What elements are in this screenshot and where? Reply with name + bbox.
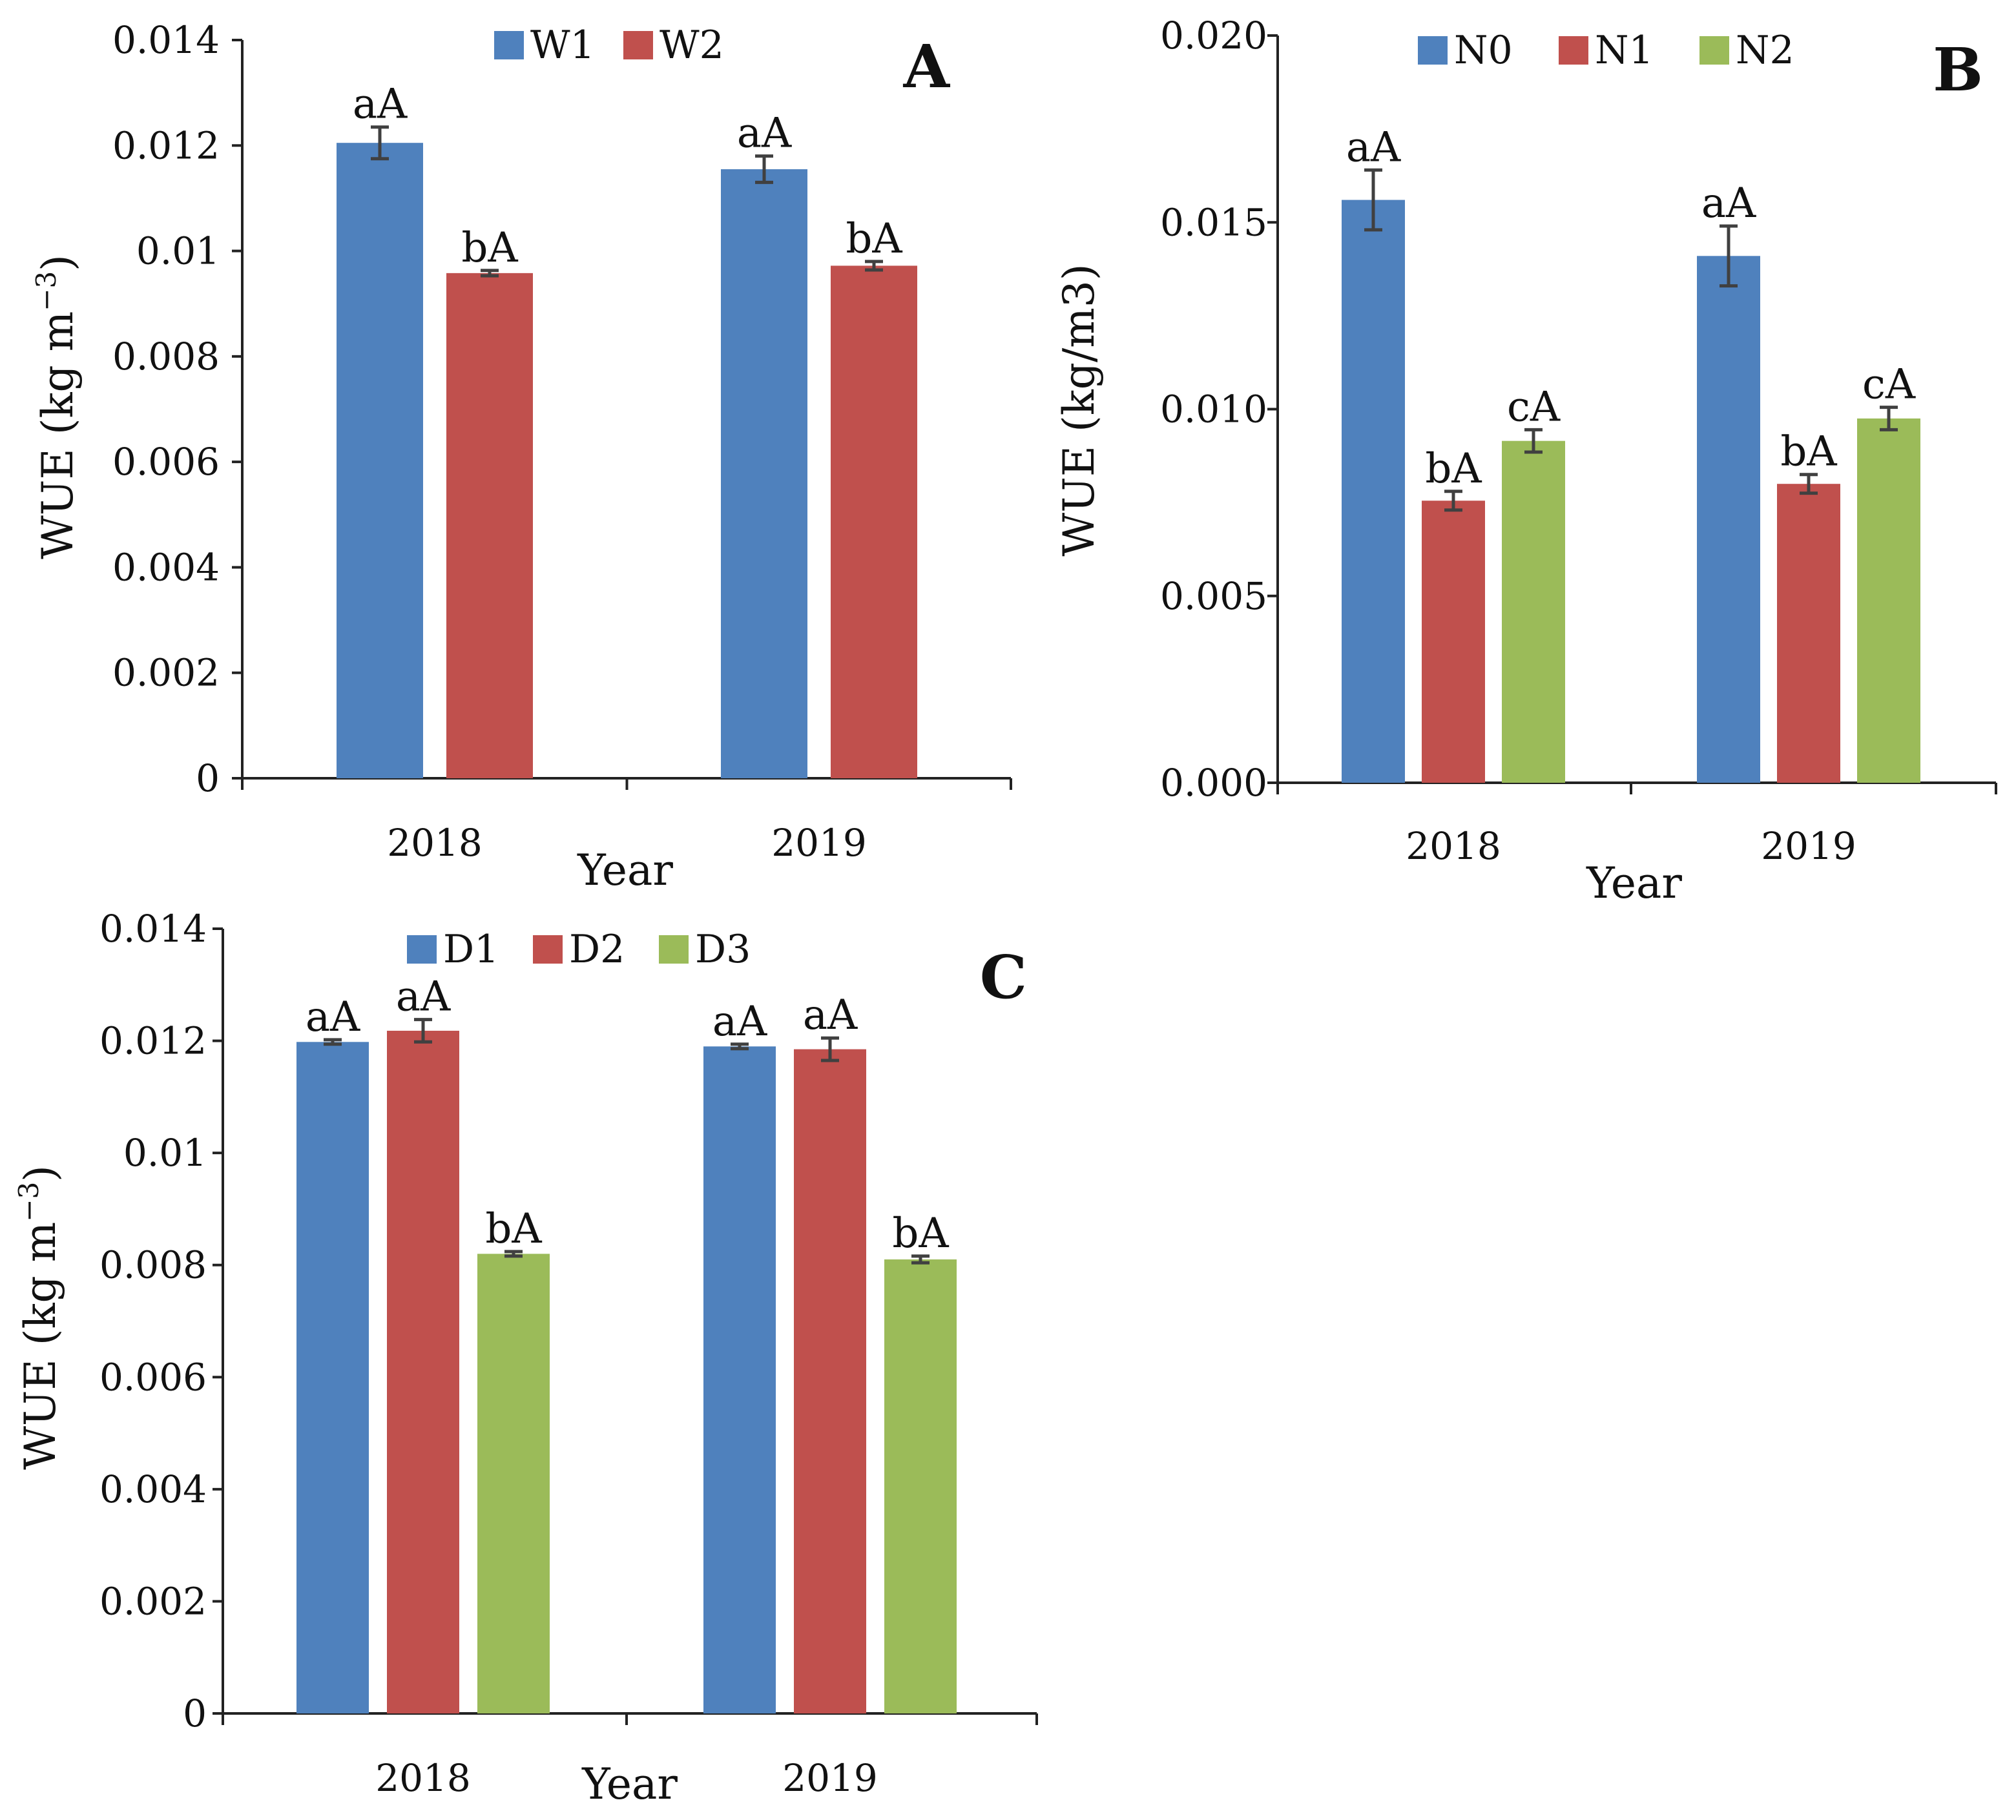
panel-c-significance-label: aA (803, 991, 858, 1039)
panel-c-legend-label-d3: D3 (695, 927, 751, 972)
panel-a-y-tick-label: 0 (196, 756, 220, 800)
panel-b-legend-label-n2: N2 (1736, 28, 1794, 73)
panel-b-significance-label: cA (1862, 361, 1916, 409)
panel-c-y-tick-label: 0.014 (99, 907, 207, 951)
panel-a-x-axis-title: Year (577, 845, 673, 895)
panel-a-legend-label-w2: W2 (660, 23, 724, 68)
panel-c-significance-label: aA (306, 993, 360, 1041)
panel-c-bar-d1-2018 (296, 1042, 369, 1713)
panel-c-bar-d3-2018 (477, 1254, 550, 1713)
panel-a-bar-w1-2019 (721, 169, 807, 778)
panel-a-significance-label: bA (846, 215, 902, 263)
panel-a-letter: A (903, 32, 951, 101)
panel-b-legend-label-n0: N0 (1454, 28, 1513, 73)
panel-b-y-tick-label: 0.010 (1160, 388, 1267, 431)
panel-b-y-tick-label: 0.005 (1160, 574, 1267, 618)
panel-b-letter: B (1933, 35, 1983, 105)
panel-c-y-tick-label: 0.01 (123, 1131, 207, 1175)
panel-a-bar-w1-2018 (337, 143, 423, 779)
panel-c-bar-d2-2019 (794, 1049, 866, 1713)
panel-c-x-tick-label: 2019 (782, 1756, 878, 1800)
panel-a-y-axis-title-close: ) (33, 254, 83, 271)
panel-c-significance-label: bA (892, 1210, 949, 1257)
panel-a-y-axis-title: WUE (kg m−3) (30, 254, 83, 559)
panel-b-x-tick-label: 2018 (1406, 824, 1501, 868)
panel-b-x-axis-title: Year (1586, 858, 1682, 908)
panel-c-legend-swatch-d1 (407, 935, 437, 964)
panel-b-legend-swatch-n1 (1559, 36, 1588, 65)
panel-a-y-axis-title-sup: −3 (30, 271, 62, 311)
panel-b-significance-label: cA (1507, 383, 1561, 431)
panel-a-legend-label-w1: W1 (530, 23, 595, 68)
panel-a-y-axis-title-text: WUE (kg m (33, 311, 83, 559)
panel-b-y-axis-title-text: WUE (kg/m3) (1054, 264, 1104, 556)
panel-a-y-tick-label: 0.006 (112, 440, 220, 484)
panel-c-chart: 0 0.002 0.004 0.006 0.008 0.01 0.012 0.014 2018 2… (13, 907, 1038, 1809)
panel-b-bar-n0-2018 (1342, 200, 1405, 783)
panel-c-legend-label-d2: D2 (569, 927, 625, 972)
panel-b-x-tick-label: 2019 (1761, 824, 1856, 868)
panel-b-significance-label: aA (1346, 123, 1401, 171)
panel-c-significance-label: bA (485, 1205, 542, 1253)
panel-a-significance-label: aA (353, 81, 408, 129)
panel-b-y-tick-label: 0.015 (1160, 200, 1267, 244)
panel-a-legend-swatch-w2 (623, 31, 653, 59)
panel-b-bar-n1-2019 (1777, 484, 1840, 783)
panel-c-y-axis-title-sup: −3 (13, 1182, 45, 1222)
panel-b-significance-label: bA (1780, 428, 1837, 476)
panel-b-significance-label: aA (1701, 180, 1756, 227)
panel-a-y-tick-label: 0.004 (112, 545, 220, 589)
panel-a-y-tick-label: 0.012 (112, 123, 220, 167)
panel-c-y-tick-label: 0.002 (99, 1579, 207, 1623)
panel-c-y-tick-label: 0.008 (99, 1243, 207, 1287)
panel-c-significance-label: aA (712, 998, 767, 1046)
panel-a-significance-label: bA (461, 224, 518, 272)
panel-b-legend-swatch-n0 (1418, 36, 1448, 65)
panel-c-legend-label-d1: D1 (443, 927, 499, 972)
panel-b-significance-label: bA (1425, 445, 1482, 493)
panel-a-y-tick-label: 0.01 (136, 229, 220, 273)
panel-a-significance-label: aA (737, 110, 792, 158)
panel-a-y-tick-label: 0.008 (112, 335, 220, 378)
panel-c-legend-swatch-d3 (659, 935, 689, 964)
panel-a-bar-w2-2018 (446, 273, 533, 778)
panel-b-legend-swatch-n2 (1699, 36, 1729, 65)
panel-b-bar-n2-2019 (1857, 418, 1920, 783)
panel-c-y-tick-label: 0.004 (99, 1467, 207, 1511)
panel-a-y-tick-label: 0.002 (112, 651, 220, 695)
panel-a-y-tick-label: 0.014 (112, 18, 220, 62)
panel-b-y-tick-label: 0.020 (1160, 14, 1267, 57)
panel-a-x-tick-label: 2018 (387, 821, 483, 865)
panel-c-bar-d1-2019 (703, 1046, 776, 1713)
panel-a-chart: 0 0.002 0.004 0.006 0.008 0.01 0.012 0.014 2018 2… (30, 18, 1012, 895)
panel-c-significance-label: aA (396, 973, 451, 1021)
panel-c-y-axis-title-text: WUE (kg m (16, 1222, 65, 1470)
panel-b-y-tick-label: 0.000 (1160, 761, 1267, 805)
panel-b-y-axis-title: WUE (kg/m3) (1054, 264, 1104, 556)
panel-c-y-tick-label: 0.012 (99, 1019, 207, 1063)
panel-c-bar-d3-2019 (884, 1259, 957, 1713)
panel-c-y-tick-label: 0.006 (99, 1355, 207, 1399)
panel-c-y-axis-title: WUE (kg m−3) (13, 1165, 65, 1470)
panel-b-bar-n0-2019 (1697, 256, 1760, 783)
panel-c-legend-swatch-d2 (533, 935, 563, 964)
panel-c-bar-d2-2018 (387, 1030, 459, 1713)
panel-b-chart: 0.000 0.005 0.010 0.015 0.020 2018 2019 Year WUE… (1054, 14, 1997, 908)
panel-a-x-tick-label: 2019 (771, 821, 867, 865)
panel-c-x-tick-label: 2018 (375, 1756, 471, 1800)
panel-c-letter: C (980, 942, 1027, 1012)
panel-b-bar-n1-2018 (1422, 501, 1485, 783)
panel-c-y-axis-title-close: ) (16, 1165, 65, 1182)
panel-c-y-tick-label: 0 (183, 1691, 207, 1735)
panel-b-legend-label-n1: N1 (1595, 28, 1654, 73)
panel-a-legend-swatch-w1 (494, 31, 524, 59)
panel-b-bar-n2-2018 (1502, 440, 1565, 783)
panel-c-x-axis-title: Year (581, 1759, 678, 1809)
panel-a-bar-w2-2019 (831, 265, 917, 779)
